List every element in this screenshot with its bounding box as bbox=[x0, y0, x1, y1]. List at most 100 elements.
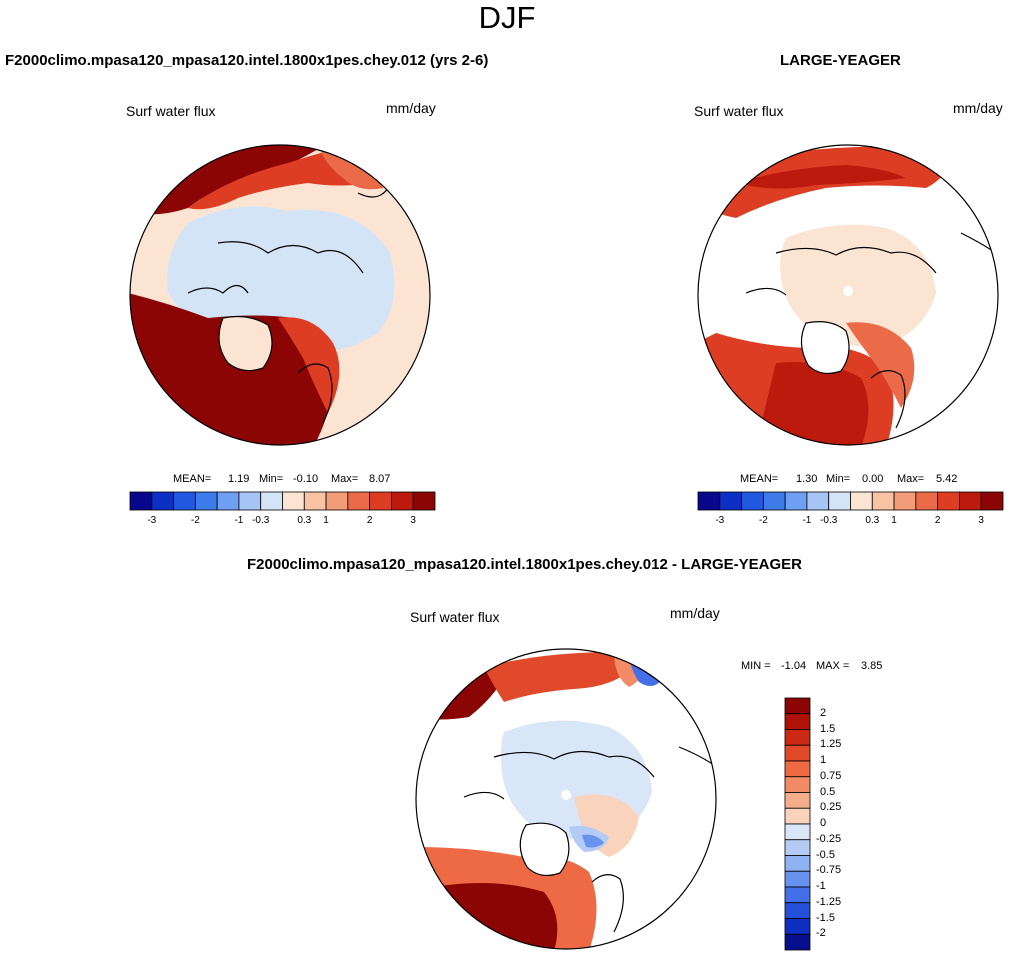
panel-3-units-label: mm/day bbox=[670, 605, 720, 621]
colorbar-tick-label: 2 bbox=[366, 515, 373, 526]
panel-2-polar-map bbox=[697, 144, 999, 446]
colorbar-tick-label: -0.3 bbox=[252, 515, 270, 526]
colorbar-swatch bbox=[719, 491, 742, 511]
colorbar-swatch bbox=[784, 807, 811, 825]
panel-2-variable-label: Surf water flux bbox=[694, 103, 784, 119]
colorbar-tick-label: -2 bbox=[758, 515, 768, 526]
panel-3-minmax-label: MIN = bbox=[741, 660, 771, 672]
panel-3-colorbar-ticks: 2 1.5 1.25 1 0.75 0.5 0.25 0 -0.25 -0.5 -0.75 -1 -1.… bbox=[816, 698, 866, 950]
colorbar-tick-label: -3 bbox=[147, 515, 157, 526]
colorbar-swatch bbox=[937, 491, 960, 511]
colorbar-swatch bbox=[216, 491, 240, 511]
colorbar-swatch bbox=[741, 491, 764, 511]
page-title: DJF bbox=[478, 0, 536, 35]
colorbar-swatch bbox=[980, 491, 1004, 511]
colorbar-tick-label: 3 bbox=[978, 515, 984, 526]
panel-3-max-value: 3.85 bbox=[861, 660, 883, 672]
colorbar-swatch bbox=[784, 855, 811, 872]
colorbar-swatch bbox=[129, 491, 153, 511]
colorbar-tick-label: 0 bbox=[820, 817, 827, 829]
panel-3-max-label: MAX = bbox=[816, 660, 850, 672]
colorbar-tick-label: -0.5 bbox=[816, 848, 835, 861]
siberian-positive-region bbox=[574, 794, 639, 857]
colorbar-tick-label: 0.3 bbox=[297, 515, 312, 526]
colorbar-swatch bbox=[697, 491, 721, 511]
colorbar-tick-label: 1 bbox=[323, 515, 329, 526]
colorbar-swatch bbox=[784, 886, 811, 904]
pole-marker bbox=[843, 286, 853, 296]
colorbar-swatch bbox=[303, 491, 327, 511]
panel-1-max-value: 8.07 bbox=[369, 473, 391, 485]
colorbar-swatch bbox=[784, 729, 811, 746]
colorbar-tick-label: 0.75 bbox=[820, 769, 842, 782]
colorbar-swatch bbox=[784, 902, 811, 919]
colorbar-tick-label: 1 bbox=[820, 754, 827, 766]
panel-1-colorbar bbox=[129, 491, 436, 511]
colorbar-swatch bbox=[784, 744, 811, 762]
colorbar-tick-label: -0.25 bbox=[816, 832, 842, 845]
colorbar-swatch bbox=[260, 491, 283, 511]
panel-3-min-value: -1.04 bbox=[781, 660, 807, 672]
colorbar-swatch bbox=[784, 760, 811, 778]
coastline-path bbox=[745, 232, 997, 429]
colorbar-tick-label: 2 bbox=[934, 515, 941, 526]
pacific-core-region bbox=[736, 165, 906, 189]
colorbar-swatch bbox=[784, 697, 811, 715]
colorbar-swatch bbox=[959, 491, 982, 511]
colorbar-swatch bbox=[784, 870, 811, 888]
colorbar-tick-label: -1 bbox=[816, 880, 826, 892]
colorbar-tick-label: -1.25 bbox=[816, 895, 842, 908]
colorbar-swatch bbox=[915, 491, 939, 511]
colorbar-swatch bbox=[784, 792, 811, 809]
colorbar-swatch bbox=[784, 933, 811, 951]
colorbar-swatch bbox=[194, 491, 218, 511]
colorbar-tick-label: 2 bbox=[820, 706, 827, 719]
colorbar-swatch bbox=[762, 491, 786, 511]
colorbar-swatch bbox=[151, 491, 174, 511]
colorbar-tick-label: 3 bbox=[410, 515, 416, 526]
colorbar-tick-label: -0.75 bbox=[816, 864, 842, 877]
colorbar-swatch bbox=[806, 491, 830, 511]
colorbar-tick-label: 1.5 bbox=[820, 722, 836, 735]
colorbar-swatch bbox=[871, 491, 895, 511]
colorbar-swatch bbox=[850, 491, 873, 511]
coastline-path bbox=[187, 187, 389, 424]
coastline-path bbox=[463, 746, 715, 933]
panel-1-case-title: F2000climo.mpasa120_mpasa120.intel.1800x… bbox=[5, 52, 489, 69]
panel-2-max-label: Max= bbox=[897, 473, 925, 485]
colorbar-swatch bbox=[369, 491, 392, 511]
panel-1-mean-label: MEAN= bbox=[173, 473, 212, 485]
panel-2-max-value: 5.42 bbox=[936, 473, 958, 485]
colorbar-tick-label: -1 bbox=[234, 515, 244, 526]
colorbar-tick-label: -1 bbox=[802, 515, 812, 526]
colorbar-swatch bbox=[784, 491, 808, 511]
panel-3-case-title: F2000climo.mpasa120_mpasa120.intel.1800x… bbox=[247, 556, 803, 573]
panel-1-variable-label: Surf water flux bbox=[126, 103, 216, 119]
colorbar-swatch bbox=[325, 491, 349, 511]
norwegian-sea-region bbox=[846, 322, 915, 408]
colorbar-tick-label: -3 bbox=[715, 515, 725, 526]
panel-2-min-value: 0.00 bbox=[862, 473, 884, 485]
panel-2-case-title: LARGE-YEAGER bbox=[780, 52, 901, 69]
colorbar-swatch bbox=[893, 491, 917, 511]
colorbar-tick-label: 0.25 bbox=[820, 801, 842, 814]
colorbar-tick-label: -2 bbox=[816, 927, 826, 940]
panel-2-mean-label: MEAN= bbox=[740, 473, 779, 485]
north-atlantic-core-region bbox=[756, 362, 869, 445]
colorbar-swatch bbox=[784, 713, 811, 730]
barents-strong-negative-region bbox=[582, 834, 604, 848]
north-atlantic-core-region bbox=[424, 883, 558, 949]
colorbar-tick-label: -0.3 bbox=[820, 515, 838, 526]
colorbar-swatch bbox=[282, 491, 305, 511]
greenland-landmass bbox=[800, 321, 850, 375]
panel-2-colorbar-ticks: -3 -2 -1 -0.3 0.3 1 2 3 bbox=[698, 515, 1003, 529]
panel-1-colorbar-ticks: -3 -2 -1 -0.3 0.3 1 2 3 bbox=[130, 515, 435, 529]
arctic-ocean-low-region bbox=[780, 224, 936, 347]
colorbar-swatch bbox=[828, 491, 851, 511]
colorbar-tick-label: 0.5 bbox=[820, 785, 836, 798]
greenland-landmass bbox=[519, 822, 570, 877]
colorbar-swatch bbox=[173, 491, 196, 511]
colorbar-swatch bbox=[347, 491, 371, 511]
panel-1-mean-value: 1.19 bbox=[228, 473, 250, 485]
colorbar-swatch bbox=[412, 491, 436, 511]
